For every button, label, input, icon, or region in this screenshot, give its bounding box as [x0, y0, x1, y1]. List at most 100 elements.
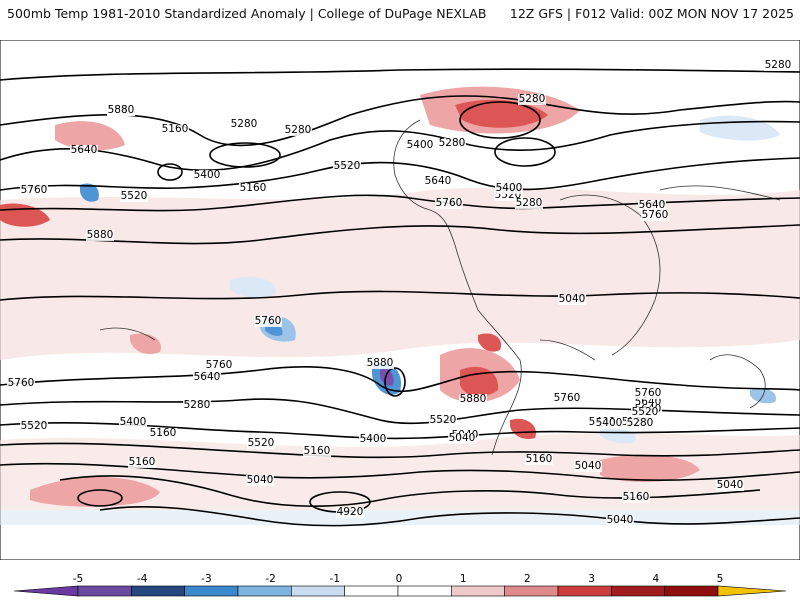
contour-label-bg: [254, 316, 282, 327]
neg-anomaly-region: [230, 276, 276, 298]
contour-label: 5880: [87, 229, 114, 241]
legend-tick-label: -4: [137, 573, 148, 585]
neg-anomaly-region: [80, 183, 99, 202]
contour-label-bg: [303, 446, 331, 457]
contour-label: 5160: [162, 123, 189, 135]
legend-swatch: [504, 585, 559, 597]
contour-label-bg: [638, 200, 666, 211]
contour-label: 5520: [248, 437, 275, 449]
contour-label-bg: [70, 145, 98, 156]
contour-label: 5640: [425, 175, 452, 187]
legend-tick-label: 4: [652, 573, 659, 585]
contour-label-bg: [20, 185, 48, 196]
contour-label: 5760: [21, 184, 48, 196]
contour-label-bg: [120, 191, 148, 202]
contour-label: 5640: [194, 371, 221, 383]
legend-tick-label: 2: [524, 573, 531, 585]
contour-label-bg: [406, 140, 434, 151]
contour-label-bg: [366, 358, 394, 369]
contour-label-bg: [553, 393, 581, 404]
contour-label: 5280: [519, 93, 546, 105]
legend-swatch: [451, 585, 505, 597]
legend-swatch: [664, 585, 719, 597]
pos-anomaly-region: [460, 366, 499, 397]
pos-anomaly-region: [510, 418, 536, 439]
contour-label-bg: [149, 428, 177, 439]
contour-label-bg: [161, 124, 189, 135]
neg-anomaly-region: [0, 510, 800, 525]
contour-label-bg: [595, 418, 623, 429]
contour-label-bg: [634, 397, 662, 408]
legend-tick-label: 3: [588, 573, 595, 585]
contour-label: 5640: [639, 199, 666, 211]
legend-swatch: [291, 585, 345, 597]
contour-label: 5400: [496, 182, 523, 194]
contour-label-bg: [429, 415, 457, 426]
contour-label-bg: [435, 198, 463, 209]
pos-anomaly-band: [0, 433, 800, 510]
global-map: 5040528051605640576055205880540052805160…: [0, 40, 800, 560]
contour-label-bg: [438, 138, 466, 149]
contour-label-bg: [634, 388, 662, 399]
contour-label-bg: [284, 125, 312, 136]
contour-label-bg: [626, 418, 654, 429]
contour-label: 5760: [436, 197, 463, 209]
contour-label-bg: [239, 183, 267, 194]
contour-labels: 5040528051605640576055205880540052805160…: [7, 59, 792, 526]
legend-swatch: [557, 585, 612, 597]
contour-label: 5280: [439, 137, 466, 149]
contour-label: 5760: [642, 209, 669, 221]
contour-label: 5880: [108, 104, 135, 116]
legend-tick-label: 0: [396, 573, 403, 585]
contour-label: 5760: [206, 359, 233, 371]
contour-label-bg: [336, 507, 364, 518]
contour-label: 5040: [607, 514, 634, 526]
contour-label: 5040: [559, 293, 586, 305]
chart-title: 500mb Temp 1981-2010 Standardized Anomal…: [7, 6, 487, 21]
contour-label-bg: [205, 360, 233, 371]
contour-label-bg: [448, 433, 476, 444]
contour-label-bg: [359, 434, 387, 445]
legend-extend-high: [717, 585, 787, 597]
contour-label: 5040: [717, 479, 744, 491]
contour-label-bg: [606, 515, 634, 526]
legend-swatch: [611, 585, 665, 597]
contour-label: 5640: [71, 144, 98, 156]
contour-label: 5160: [304, 445, 331, 457]
contour-label: 5040: [247, 474, 274, 486]
contour-label: 5160: [240, 182, 267, 194]
contour-label: 5160: [150, 427, 177, 439]
contour-label: 5520: [632, 406, 659, 418]
legend-swatch: [344, 585, 399, 597]
contour-label-bg: [128, 457, 156, 468]
contour-label-bg: [495, 183, 523, 194]
contour-label: 5760: [554, 392, 581, 404]
legend-tick-label: -5: [73, 573, 83, 585]
contour-label: 5400: [596, 417, 623, 429]
contour-label: 4920: [337, 506, 364, 518]
contour-label-bg: [494, 190, 522, 201]
contour-label-bg: [20, 421, 48, 432]
contour-label-bg: [183, 400, 211, 411]
contour-label-bg: [7, 378, 35, 389]
contour-label: 5400: [407, 139, 434, 151]
contour-label: 5520: [430, 414, 457, 426]
legend-swatch: [184, 585, 239, 597]
legend-tick-label: -2: [265, 573, 275, 585]
legend-tick-label: -3: [201, 573, 211, 585]
contour-label: 5160: [623, 491, 650, 503]
contour-label: 5760: [635, 387, 662, 399]
model-run-label: 12Z GFS | F012 Valid: 00Z MON NOV 17 202…: [509, 6, 794, 21]
contour-label: 5160: [526, 453, 553, 465]
anomaly-shading: [0, 86, 800, 525]
pos-anomaly-region: [478, 333, 502, 352]
contour-label-bg: [622, 492, 650, 503]
legend-extend-low: [13, 585, 79, 597]
contour-label: 5400: [120, 416, 147, 428]
contour-label-bg: [558, 294, 586, 305]
contour-label: 5280: [765, 59, 792, 71]
legend-tick-label: -1: [330, 573, 340, 585]
contour-label-bg: [193, 170, 221, 181]
contour-label-bg: [641, 210, 669, 221]
pos-anomaly-region: [55, 121, 125, 151]
